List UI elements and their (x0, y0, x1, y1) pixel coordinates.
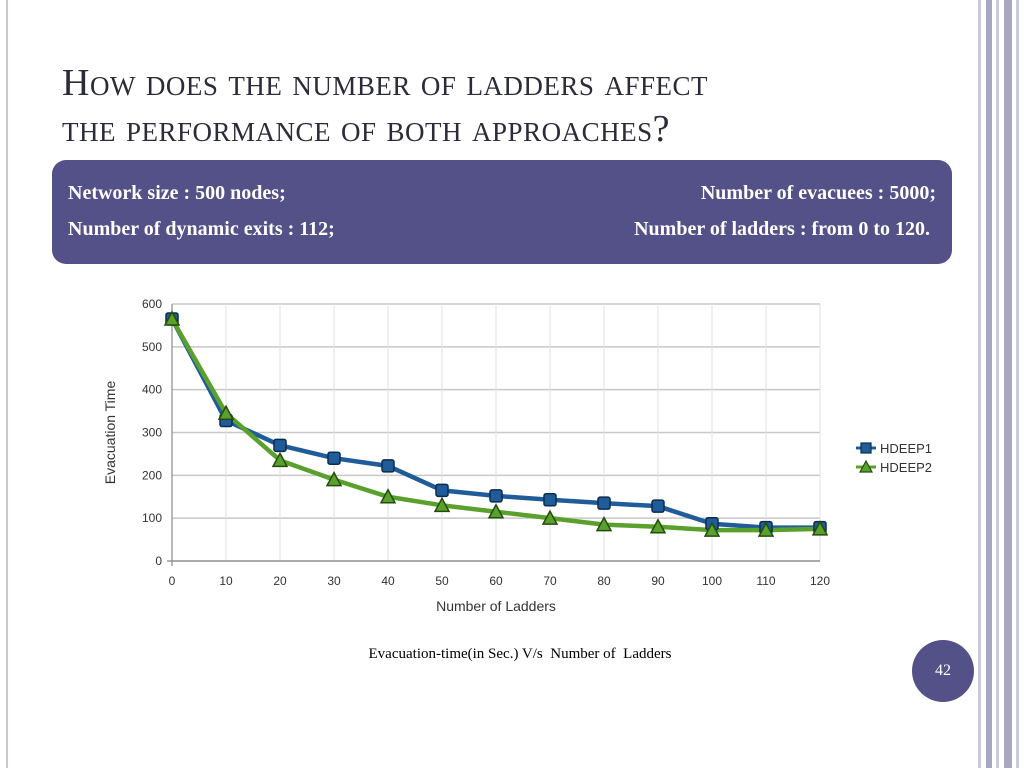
data-point-hdeep1 (381, 459, 395, 473)
x-tick-label: 90 (651, 574, 665, 588)
x-tick-label: 70 (543, 574, 557, 588)
legend-label: HDEEP2 (880, 460, 932, 475)
data-point-hdeep2 (271, 451, 289, 468)
dynamic-exits-label: Number of dynamic exits : 112; (68, 218, 335, 240)
y-tick-label: 500 (142, 340, 162, 354)
data-point-hdeep2 (649, 518, 667, 534)
parameters-box: Network size : 500 nodes; Number of evac… (52, 160, 952, 264)
data-point-hdeep2 (325, 471, 343, 487)
chart-caption: Evacuation-time(in Sec.) V/s Number of L… (368, 646, 672, 662)
page-number-badge: 42 (912, 640, 974, 702)
data-point-hdeep2 (379, 488, 397, 504)
data-point-hdeep1 (435, 483, 449, 498)
data-point-hdeep2 (163, 310, 181, 326)
data-point-hdeep1 (651, 499, 665, 513)
x-tick-label: 120 (810, 574, 830, 588)
chart-svg: 0 100 200 300 400 500 600 0 10 20 30 40 50 60 70 80 90 10… (102, 297, 932, 614)
y-tick-label: 0 (155, 554, 162, 568)
data-point-hdeep1 (543, 492, 557, 507)
data-point-hdeep2 (811, 520, 829, 536)
x-tick-label: 80 (597, 574, 611, 588)
x-tick-label: 20 (273, 574, 287, 588)
x-tick-label: 10 (219, 574, 233, 588)
x-tick-label: 30 (327, 574, 341, 588)
left-border-rule (6, 0, 8, 768)
x-tick-label: 40 (381, 574, 395, 588)
data-point-hdeep1 (327, 451, 341, 465)
page-number: 42 (935, 662, 951, 679)
network-size-label: Network size : 500 nodes; (68, 182, 286, 204)
y-tick-label: 200 (142, 468, 162, 482)
y-tick-label: 300 (142, 426, 162, 440)
data-point-hdeep1 (597, 496, 611, 510)
slide-title-line-2: the performance of both approaches? (62, 108, 670, 150)
evacuees-label: Number of evacuees : 5000; (700, 182, 936, 204)
data-point-hdeep1 (273, 438, 287, 453)
x-tick-label: 100 (702, 574, 722, 588)
data-point-hdeep2 (703, 521, 721, 537)
data-point-hdeep2 (217, 404, 235, 420)
x-tick-label: 0 (169, 574, 176, 588)
right-border-stripes (978, 0, 1019, 768)
data-point-hdeep2 (595, 516, 613, 532)
slide-title-line-1: How does the number of ladders affect (62, 62, 708, 104)
y-tick-label: 400 (142, 383, 162, 397)
y-tick-label: 600 (142, 297, 162, 311)
legend-marker (860, 442, 872, 454)
y-axis-label: Evacuation Time (102, 381, 118, 485)
x-axis-label: Number of Ladders (436, 598, 556, 614)
data-point-hdeep2 (487, 503, 505, 519)
x-tick-label: 110 (756, 574, 775, 588)
legend-label: HDEEP1 (880, 441, 932, 456)
legend-marker (858, 459, 874, 473)
line-chart: 0 100 200 300 400 500 600 0 10 20 30 40 50 60 70 80 90 10… (90, 288, 950, 628)
data-point-hdeep2 (757, 521, 775, 537)
x-tick-label: 50 (435, 574, 449, 588)
ladders-label: Number of ladders : from 0 to 120. (634, 218, 930, 240)
x-tick-label: 60 (489, 574, 503, 588)
data-point-hdeep1 (489, 489, 503, 503)
data-point-hdeep2 (541, 509, 559, 525)
slide-title: How does the number of ladders affect th… (62, 60, 922, 152)
data-point-hdeep2 (433, 496, 451, 513)
y-tick-label: 100 (142, 511, 162, 525)
